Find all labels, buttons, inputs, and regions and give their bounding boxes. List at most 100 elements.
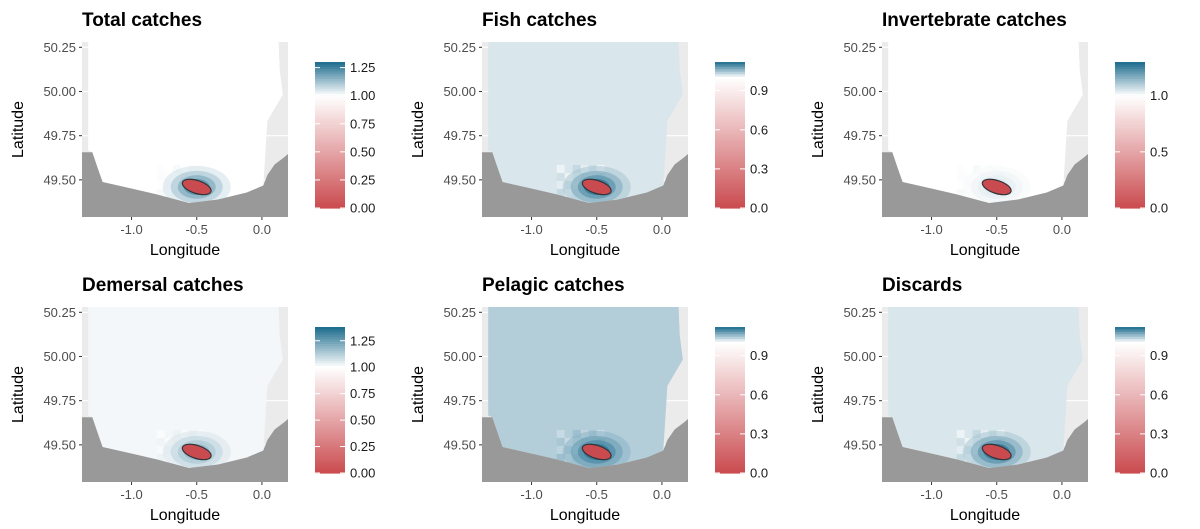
colorbar: 0.9 0.6 0.3 0.0 — [715, 62, 768, 216]
colorbar-step — [315, 380, 345, 384]
colorbar-step — [715, 147, 745, 151]
colorbar-step — [315, 186, 345, 190]
field-cell — [156, 445, 165, 454]
colorbar-tick-label: 1.25 — [350, 60, 375, 75]
colorbar-step — [1115, 373, 1145, 377]
y-tick-label: 50.25 — [843, 305, 876, 320]
colorbar-step — [1115, 353, 1145, 357]
x-axis: -1.0 -0.5 0.0 — [920, 482, 1071, 502]
colorbar-step — [315, 164, 345, 168]
colorbar-step — [715, 159, 745, 163]
colorbar-step — [1115, 441, 1145, 445]
colorbar-step — [315, 348, 345, 352]
coastline-land — [82, 152, 288, 217]
colorbar-step — [315, 132, 345, 136]
colorbar-step — [315, 353, 345, 357]
x-axis-title: Longitude — [550, 242, 620, 259]
colorbar-tick-label: 0.0 — [750, 201, 768, 216]
colorbar-step — [315, 91, 345, 95]
colorbar-step — [315, 127, 345, 131]
colorbar-step — [1115, 176, 1145, 180]
colorbar-step — [1115, 460, 1145, 464]
colorbar-step — [715, 448, 745, 452]
colorbar-step — [1115, 336, 1145, 340]
colorbar-step — [1115, 431, 1145, 435]
colorbar-step — [715, 103, 745, 107]
map-panel: Pelagic catches -1.0 -0.5 0.0 Longitude 50.25… — [400, 265, 800, 529]
coastline-land — [267, 426, 288, 444]
colorbar-step — [315, 378, 345, 382]
y-tick-label: 50.00 — [443, 349, 476, 364]
x-tick-label: 0.0 — [653, 222, 671, 237]
y-tick-label: 49.50 — [43, 437, 76, 452]
x-tick-label: -0.5 — [586, 222, 608, 237]
colorbar-step — [315, 409, 345, 413]
colorbar-step — [315, 356, 345, 360]
colorbar-step — [1115, 79, 1145, 83]
colorbar-step — [715, 346, 745, 350]
colorbar-step — [1115, 426, 1145, 430]
colorbar-tick-label: 0.0 — [1150, 466, 1168, 481]
field-cell — [572, 429, 581, 438]
colorbar-step — [715, 370, 745, 374]
colorbar-step — [1115, 91, 1145, 95]
colorbar-step — [315, 110, 345, 114]
x-tick-label: 0.0 — [1053, 487, 1071, 502]
colorbar-step — [315, 341, 345, 345]
colorbar-step — [715, 76, 745, 80]
colorbar-step — [715, 336, 745, 340]
y-axis: 50.25 50.00 49.75 49.50 — [43, 305, 82, 452]
colorbar-step — [315, 404, 345, 408]
colorbar-step — [715, 173, 745, 177]
colorbar-tick-label: 1.25 — [350, 333, 375, 348]
colorbar-step — [715, 190, 745, 194]
colorbar-step — [315, 412, 345, 416]
colorbar-step — [1115, 465, 1145, 469]
colorbar-step — [315, 400, 345, 404]
land — [882, 417, 1088, 482]
x-tick-label: -0.5 — [186, 487, 208, 502]
colorbar-step — [715, 100, 745, 104]
off-grid-area — [278, 42, 288, 105]
y-axis-title: Latitude — [10, 101, 27, 158]
colorbar-step — [315, 83, 345, 87]
colorbar-step — [315, 424, 345, 428]
colorbar-step — [715, 402, 745, 406]
field-cell — [972, 164, 981, 173]
y-axis: 50.25 50.00 49.75 49.50 — [843, 40, 882, 187]
off-grid-area — [678, 307, 688, 370]
colorbar-step — [715, 161, 745, 165]
colorbar-tick-label: 0.6 — [750, 387, 768, 402]
sea-field — [888, 307, 1083, 468]
field-cell — [572, 164, 581, 173]
colorbar-step — [715, 69, 745, 73]
field-cell — [156, 188, 165, 197]
x-axis: -1.0 -0.5 0.0 — [120, 217, 271, 237]
colorbar-step — [715, 429, 745, 433]
colorbar-step — [315, 137, 345, 141]
colorbar-step — [715, 169, 745, 173]
field-cell — [556, 164, 565, 173]
colorbar-step — [1115, 378, 1145, 382]
off-grid-area — [1078, 307, 1088, 370]
x-tick-label: -0.5 — [986, 487, 1008, 502]
colorbar-step — [715, 451, 745, 455]
colorbar-step — [1115, 344, 1145, 348]
y-tick-label: 50.25 — [43, 40, 76, 55]
colorbar-step — [1115, 365, 1145, 369]
colorbar-step — [715, 426, 745, 430]
map-panel: Total catches -1.0 -0.5 0.0 Longitude 50.25 50… — [0, 0, 400, 264]
colorbar-step — [715, 144, 745, 148]
colorbar-step — [715, 193, 745, 197]
colorbar-step — [315, 370, 345, 374]
colorbar-step — [715, 66, 745, 70]
colorbar-step — [1115, 198, 1145, 202]
colorbar-step — [315, 152, 345, 156]
field-cell — [956, 445, 965, 454]
colorbar-step — [715, 446, 745, 450]
x-axis-title: Longitude — [150, 242, 220, 259]
colorbar-step — [1115, 181, 1145, 185]
colorbar-tick-label: 0.50 — [350, 413, 375, 428]
colorbar-step — [715, 93, 745, 97]
colorbar-step — [315, 448, 345, 452]
